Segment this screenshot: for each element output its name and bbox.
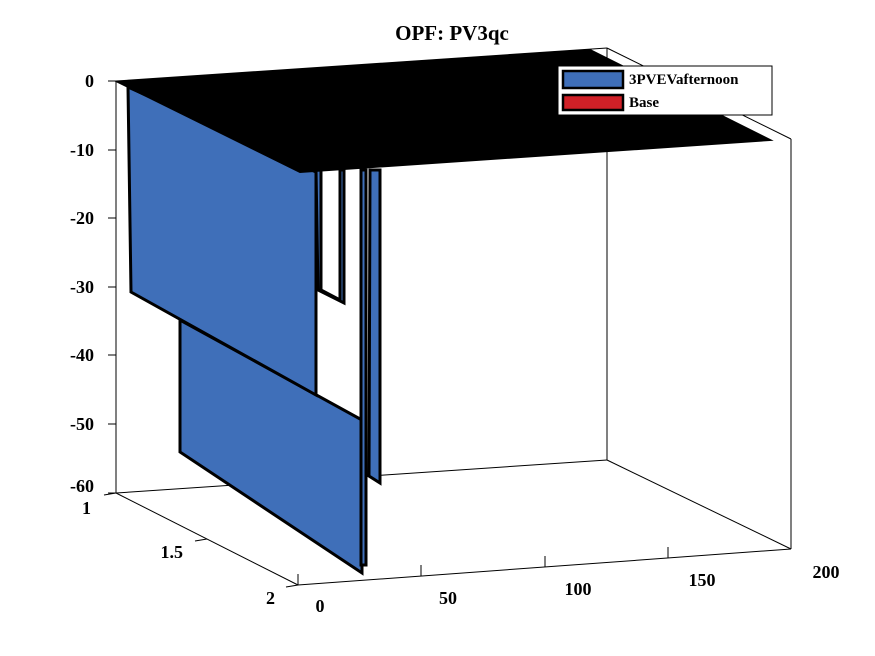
surfaces <box>114 48 774 576</box>
x-tick-label-4: 200 <box>813 562 840 582</box>
series-spike-1 <box>314 168 346 306</box>
x-tick-label-3: 150 <box>689 570 716 590</box>
x-tick-label-0: 0 <box>316 596 325 616</box>
z-tick-label-3: -30 <box>70 277 94 297</box>
legend-label-0: 3PVEVafternoon <box>629 72 739 88</box>
z-tick-label-0: 0 <box>85 71 94 91</box>
x-tick-label-1: 50 <box>439 588 457 608</box>
legend-swatch-1 <box>561 93 625 112</box>
z-tick-label-6: -60 <box>70 476 94 496</box>
z-tick-label-4: -40 <box>70 345 94 365</box>
z-tick-label-5: -50 <box>70 414 94 434</box>
z-tick-label-2: -20 <box>70 208 94 228</box>
legend-swatch-0 <box>561 69 625 90</box>
chart-title: OPF: PV3qc <box>395 21 509 45</box>
y-tick-label-0: 1 <box>82 498 91 518</box>
y-tick-label-2: 2 <box>266 588 275 608</box>
x-axis-ticks: 0 50 100 150 200 <box>297 538 840 616</box>
legend: 3PVEVafternoon Base <box>557 65 773 116</box>
y-tick-label-1: 1.5 <box>161 542 184 562</box>
x-tick-label-2: 100 <box>565 579 592 599</box>
y-tick-mark-2 <box>285 584 299 588</box>
series-spike-3 <box>367 168 382 486</box>
series-spike-2 <box>359 168 368 567</box>
y-axis-ticks: 1 1.5 2 <box>82 492 299 608</box>
y-tick-mark-1 <box>194 538 208 542</box>
z-tick-label-1: -10 <box>70 140 94 160</box>
legend-label-1: Base <box>629 95 659 111</box>
y-tick-mark-0 <box>103 492 117 496</box>
frame-bottom-right <box>606 459 792 550</box>
z-axis-ticks: 0 -10 -20 -30 -40 -50 -60 <box>70 71 116 496</box>
